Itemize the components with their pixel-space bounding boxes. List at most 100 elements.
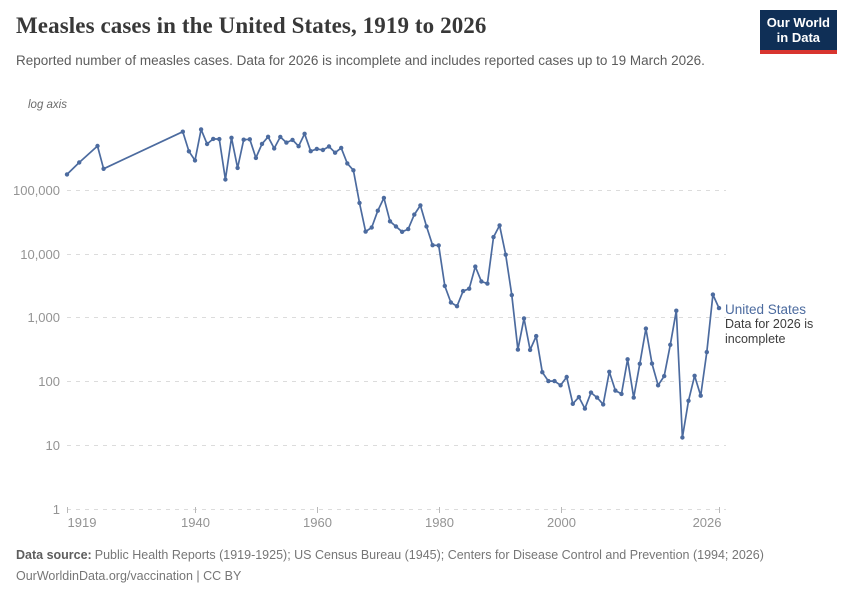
chart-point[interactable] xyxy=(290,137,295,143)
chart-point[interactable] xyxy=(223,177,228,182)
chart-point[interactable] xyxy=(430,243,435,248)
chart-point[interactable] xyxy=(467,286,472,291)
chart-point[interactable] xyxy=(424,224,429,229)
chart-point[interactable] xyxy=(479,279,484,284)
chart-point[interactable] xyxy=(491,234,496,240)
chart-point[interactable] xyxy=(387,219,393,224)
chart-point[interactable] xyxy=(345,161,350,166)
chart-point[interactable] xyxy=(278,134,283,140)
chart-point[interactable] xyxy=(588,390,594,395)
chart-point[interactable] xyxy=(296,144,301,149)
chart-point[interactable] xyxy=(607,369,612,374)
chart-point[interactable] xyxy=(442,283,447,289)
chart-point[interactable] xyxy=(521,316,527,321)
chart-point[interactable] xyxy=(649,361,655,366)
chart-point[interactable] xyxy=(686,398,691,403)
chart-point[interactable] xyxy=(320,147,326,153)
chart-point[interactable] xyxy=(381,195,387,201)
chart-point[interactable] xyxy=(448,300,454,305)
chart-point[interactable] xyxy=(460,288,466,294)
chart-point[interactable] xyxy=(540,370,545,375)
chart-point[interactable] xyxy=(576,394,582,400)
chart-point[interactable] xyxy=(369,225,374,230)
chart-point[interactable] xyxy=(698,393,703,398)
log-axis-label: log axis xyxy=(28,99,67,111)
x-tick-label: 1960 xyxy=(303,515,332,530)
chart-point[interactable] xyxy=(399,229,405,234)
chart-point[interactable] xyxy=(527,347,533,353)
chart-point[interactable] xyxy=(308,149,313,154)
chart-point[interactable] xyxy=(564,374,569,380)
chart-point[interactable] xyxy=(302,131,307,136)
chart-point[interactable] xyxy=(101,166,106,171)
chart-point[interactable] xyxy=(643,326,649,331)
chart-point[interactable] xyxy=(473,264,478,269)
chart-point[interactable] xyxy=(582,406,588,411)
chart-point[interactable] xyxy=(692,373,697,378)
chart-point[interactable] xyxy=(77,160,82,165)
chart-point[interactable] xyxy=(631,395,636,400)
footer-license-link[interactable]: OurWorldinData.org/vaccination | CC BY xyxy=(16,569,242,583)
chart-point[interactable] xyxy=(570,401,575,406)
chart-point[interactable] xyxy=(272,146,277,151)
chart-point[interactable] xyxy=(332,150,338,155)
owid-logo[interactable]: Our World in Data xyxy=(759,10,837,54)
chart-point[interactable] xyxy=(229,135,234,140)
chart-point[interactable] xyxy=(412,212,417,217)
chart-point[interactable] xyxy=(625,357,630,362)
chart-point[interactable] xyxy=(180,129,185,134)
chart-point[interactable] xyxy=(534,333,539,339)
chart-point[interactable] xyxy=(363,229,368,234)
chart-point[interactable] xyxy=(552,378,557,384)
chart-point[interactable] xyxy=(357,200,362,206)
chart-point[interactable] xyxy=(710,292,716,297)
chart-point[interactable] xyxy=(680,435,685,440)
chart-point[interactable] xyxy=(198,127,204,132)
chart-point[interactable] xyxy=(485,281,490,286)
chart-point[interactable] xyxy=(247,137,252,142)
chart-point[interactable] xyxy=(211,136,216,142)
chart-point[interactable] xyxy=(655,383,661,388)
chart-point[interactable] xyxy=(668,342,673,347)
chart-point[interactable] xyxy=(704,349,709,355)
legend-entity-united-states[interactable]: United States xyxy=(725,302,807,317)
chart-point[interactable] xyxy=(235,165,240,171)
chart-point[interactable] xyxy=(265,134,271,139)
chart-point[interactable] xyxy=(192,158,198,163)
chart-point[interactable] xyxy=(503,252,508,257)
chart-point[interactable] xyxy=(64,172,70,177)
chart-point[interactable] xyxy=(674,308,679,313)
chart-point[interactable] xyxy=(314,146,319,152)
chart-point[interactable] xyxy=(497,223,502,228)
chart-point[interactable] xyxy=(241,137,246,142)
chart-point[interactable] xyxy=(95,143,100,149)
chart-point[interactable] xyxy=(558,383,563,388)
chart-point[interactable] xyxy=(546,378,551,384)
chart-point[interactable] xyxy=(454,304,460,309)
chart-point[interactable] xyxy=(351,168,356,173)
chart-point[interactable] xyxy=(613,388,618,393)
chart-point[interactable] xyxy=(393,224,399,229)
chart-point[interactable] xyxy=(594,395,600,400)
chart-point[interactable] xyxy=(637,361,642,366)
chart-point[interactable] xyxy=(375,208,380,213)
chart-point[interactable] xyxy=(186,149,192,154)
chart-point[interactable] xyxy=(436,243,441,248)
chart-point[interactable] xyxy=(253,155,259,161)
chart-point[interactable] xyxy=(509,292,514,298)
chart-point[interactable] xyxy=(662,373,667,379)
chart-point[interactable] xyxy=(601,402,606,407)
chart-point[interactable] xyxy=(716,305,722,311)
chart-point[interactable] xyxy=(217,136,222,142)
chart-point[interactable] xyxy=(406,226,411,232)
chart-point[interactable] xyxy=(418,203,423,208)
chart-line[interactable] xyxy=(66,128,720,439)
chart-point[interactable] xyxy=(515,347,521,352)
chart-point[interactable] xyxy=(339,145,344,151)
chart-point[interactable] xyxy=(259,141,265,147)
chart-point[interactable] xyxy=(284,140,289,145)
chart-point[interactable] xyxy=(619,391,624,397)
chart-point[interactable] xyxy=(204,141,210,147)
chart-point[interactable] xyxy=(326,144,332,149)
